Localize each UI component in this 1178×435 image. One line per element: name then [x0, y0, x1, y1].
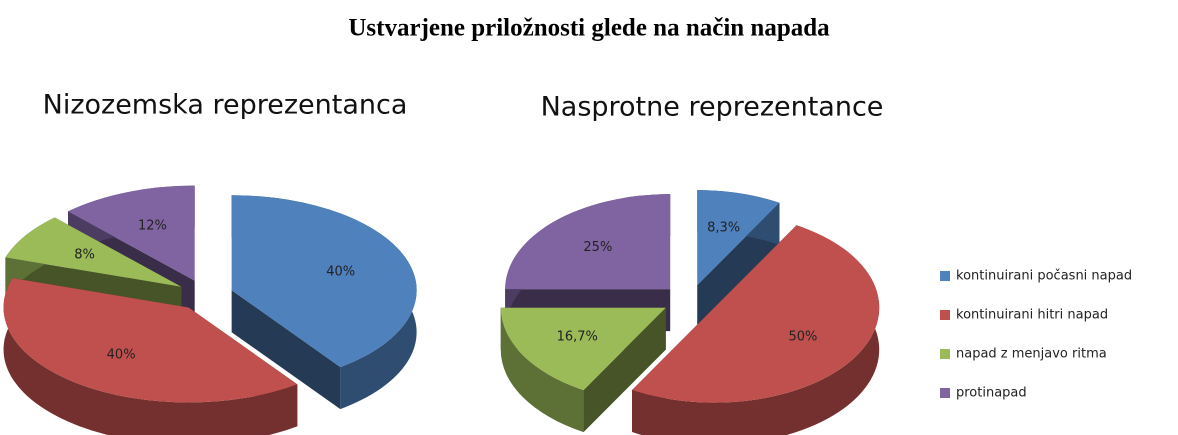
slice: [500, 307, 666, 391]
slice: [697, 190, 780, 286]
legend-swatch: [940, 310, 950, 320]
data-label: 8,3%: [707, 221, 740, 236]
legend-swatch: [940, 388, 950, 398]
data-label: 40%: [326, 265, 355, 280]
page-title: Ustvarjene priložnosti glede na način na…: [348, 15, 830, 42]
chart-title: Nizozemska reprezentanca: [43, 90, 408, 121]
legend-label: protinapad: [956, 386, 1027, 401]
slice-side: [500, 307, 584, 433]
slice: [3, 278, 298, 403]
legend-swatch: [940, 271, 950, 281]
data-label: 50%: [789, 330, 818, 345]
slice: [231, 195, 417, 368]
legend-label: kontinuirani hitri napad: [956, 308, 1108, 323]
slice: [632, 225, 880, 403]
slice: [505, 194, 671, 290]
legend-label: kontinuirani počasni napad: [956, 269, 1132, 284]
data-label: 12%: [138, 218, 167, 233]
chart-title: Nasprotne reprezentance: [541, 92, 884, 123]
slice: [5, 217, 182, 287]
slice-side: [3, 278, 298, 435]
legend-label: napad z menjavo ritma: [956, 347, 1107, 362]
data-label: 25%: [583, 240, 612, 255]
legend-swatch: [940, 349, 950, 359]
slice-wall: [231, 290, 341, 410]
data-label: 16,7%: [557, 330, 598, 345]
slice: [68, 185, 195, 281]
data-label: 8%: [74, 248, 95, 263]
slice-side: [632, 225, 880, 435]
data-label: 40%: [107, 348, 136, 363]
